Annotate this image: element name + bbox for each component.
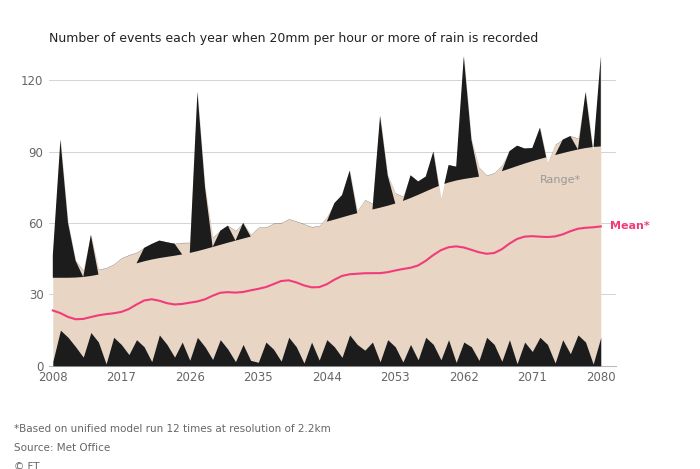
- Text: © FT: © FT: [14, 462, 39, 469]
- Text: Mean*: Mean*: [610, 221, 650, 231]
- Text: Range*: Range*: [540, 175, 581, 185]
- Text: Source: Met Office: Source: Met Office: [14, 443, 111, 453]
- Text: Number of events each year when 20mm per hour or more of rain is recorded: Number of events each year when 20mm per…: [49, 32, 538, 45]
- Text: *Based on unified model run 12 times at resolution of 2.2km: *Based on unified model run 12 times at …: [14, 424, 330, 434]
